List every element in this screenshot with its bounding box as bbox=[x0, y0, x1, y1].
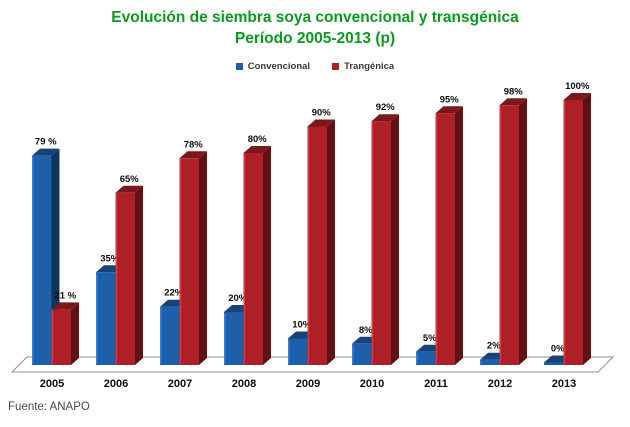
x-axis-label-2007: 2007 bbox=[168, 378, 192, 390]
bar-transgenica-2008-front bbox=[243, 153, 263, 365]
bar-transgenica-2006-side bbox=[135, 185, 143, 365]
bar-convencional-2009-value-label: 10% bbox=[292, 320, 312, 331]
bar-transgenica-2006-value-label: 65% bbox=[120, 174, 140, 185]
bar-transgenica-2012-side bbox=[519, 98, 527, 366]
bar-transgenica-2010-side bbox=[391, 114, 399, 365]
x-axis-label-2012: 2012 bbox=[488, 378, 512, 390]
bar-transgenica-2007-front bbox=[179, 158, 199, 365]
bar-transgenica-2009-top bbox=[307, 119, 335, 127]
bar-convencional-2006-value-label: 35% bbox=[100, 253, 120, 264]
bar-transgenica-2005-side bbox=[71, 302, 79, 365]
bar-transgenica-2011-side bbox=[455, 106, 463, 365]
x-axis-label-2011: 2011 bbox=[424, 378, 448, 390]
legend-label-transgenica: Trangénica bbox=[344, 61, 395, 72]
bar-transgenica-2008-top bbox=[243, 146, 271, 153]
bar-convencional-2006-front bbox=[96, 272, 116, 365]
bar-transgenica-2008-side bbox=[263, 146, 271, 365]
bar-transgenica-2012-top bbox=[499, 98, 527, 106]
bar-convencional-2011-value-label: 5% bbox=[423, 333, 437, 344]
bar-transgenica-2007-top bbox=[179, 151, 207, 159]
chart-legend: Convencional Trangénica bbox=[0, 61, 630, 72]
bar-transgenica-2013-front bbox=[563, 100, 583, 365]
bar-transgenica-2012-value-label: 98% bbox=[504, 86, 524, 97]
bar-transgenica-2013-top bbox=[563, 93, 591, 100]
chart-title: Evolución de siembra soya convencional y… bbox=[0, 7, 630, 49]
bar-transgenica-2010-top bbox=[371, 114, 399, 122]
x-axis-label-2009: 2009 bbox=[296, 378, 320, 390]
bar-transgenica-2012-front bbox=[499, 105, 519, 366]
bar-convencional-2012-front bbox=[480, 359, 500, 365]
legend-label-convencional: Convencional bbox=[247, 61, 311, 72]
legend-swatch-convencional bbox=[235, 63, 243, 70]
legend-swatch-transgenica bbox=[332, 63, 340, 70]
bar-convencional-2005-top bbox=[32, 148, 60, 156]
bar-transgenica-2005-front bbox=[51, 309, 71, 365]
bar-transgenica-2013-side bbox=[583, 93, 591, 365]
bar-transgenica-2009-side bbox=[327, 119, 335, 365]
bar-transgenica-2013-value-label: 100% bbox=[565, 81, 590, 92]
source-note: Fuente: ANAPO bbox=[8, 401, 90, 413]
bar-transgenica-2005-value-label: 21 % bbox=[54, 290, 76, 301]
bar-transgenica-2007-value-label: 78% bbox=[184, 139, 204, 150]
bar-convencional-2011-front bbox=[416, 351, 436, 365]
x-axis-label-2010: 2010 bbox=[360, 378, 384, 390]
bar-transgenica-2011-value-label: 95% bbox=[440, 94, 460, 105]
bar-convencional-2012-value-label: 2% bbox=[487, 341, 501, 352]
bar-convencional-2013-value-label: 0% bbox=[551, 344, 565, 355]
bar-transgenica-2007-side bbox=[199, 151, 207, 365]
bar-transgenica-2011-front bbox=[435, 113, 455, 365]
x-axis-label-2013: 2013 bbox=[552, 378, 576, 390]
x-axis-label-2006: 2006 bbox=[104, 378, 128, 390]
bar-convencional-2007-value-label: 22% bbox=[164, 288, 184, 299]
bar-chart: 79 % 21 % 2005 35% 65% 2006 22% 78% 2007 20% 80% 20… bbox=[10, 81, 615, 390]
bar-convencional-2010-value-label: 8% bbox=[359, 325, 373, 336]
bar-transgenica-2009-front bbox=[307, 126, 327, 365]
chart-title-line1: Evolución de siembra soya convencional y… bbox=[111, 9, 519, 26]
bar-transgenica-2011-top bbox=[435, 106, 463, 114]
bar-convencional-2010-front bbox=[352, 343, 372, 365]
bar-convencional-2005-front bbox=[32, 155, 52, 365]
bar-convencional-2013-front bbox=[544, 362, 564, 365]
bar-convencional-2009-front bbox=[288, 338, 308, 365]
x-axis-label-2005: 2005 bbox=[40, 378, 64, 390]
bar-convencional-2005-value-label: 79 % bbox=[35, 137, 57, 148]
bar-transgenica-2005-top bbox=[51, 302, 79, 310]
bar-convencional-2008-front bbox=[224, 312, 244, 365]
x-axis-label-2008: 2008 bbox=[232, 378, 256, 390]
bar-transgenica-2008-value-label: 80% bbox=[248, 134, 268, 145]
bar-convencional-2008-value-label: 20% bbox=[228, 293, 248, 304]
bar-transgenica-2009-value-label: 90% bbox=[312, 108, 332, 119]
legend-item-transgenica: Trangénica bbox=[332, 61, 394, 72]
bar-transgenica-2006-top bbox=[115, 185, 143, 193]
bar-transgenica-2010-value-label: 92% bbox=[376, 102, 396, 113]
bar-transgenica-2006-front bbox=[115, 192, 135, 365]
legend-item-convencional: Convencional bbox=[235, 61, 311, 72]
bar-convencional-2007-front bbox=[160, 306, 180, 365]
chart-title-line2: Período 2005-2013 (p) bbox=[234, 30, 396, 47]
bar-transgenica-2010-front bbox=[371, 121, 391, 365]
